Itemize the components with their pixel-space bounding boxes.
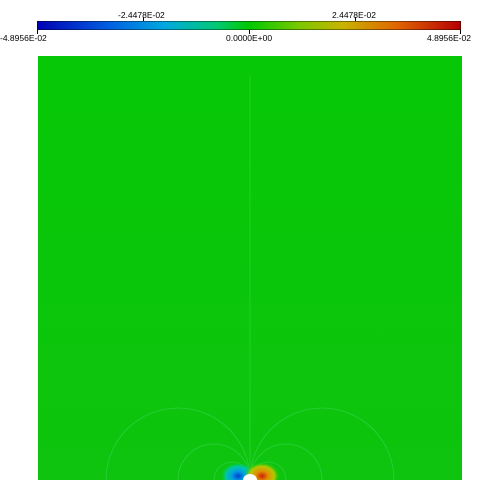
colorbar [37, 21, 461, 30]
colorbar-label-max: 4.8956E-02 [427, 33, 471, 43]
singularity-point [243, 474, 257, 480]
colorbar-tick-center [249, 30, 250, 34]
colorbar-label-min: -4.8956E-02 [0, 33, 47, 43]
colorbar-label-upper-mid: 2.4478E-02 [332, 10, 376, 20]
colorbar-tick-min [37, 30, 38, 34]
colorbar-tick-lower-mid [143, 17, 144, 21]
colorbar-tick-upper-mid [355, 17, 356, 21]
colorbar-label-center: 0.0000E+00 [226, 33, 273, 43]
colorbar-label-lower-mid: -2.4478E-02 [118, 10, 165, 20]
field-plot [38, 56, 462, 480]
colorbar-tick-max [460, 30, 461, 34]
